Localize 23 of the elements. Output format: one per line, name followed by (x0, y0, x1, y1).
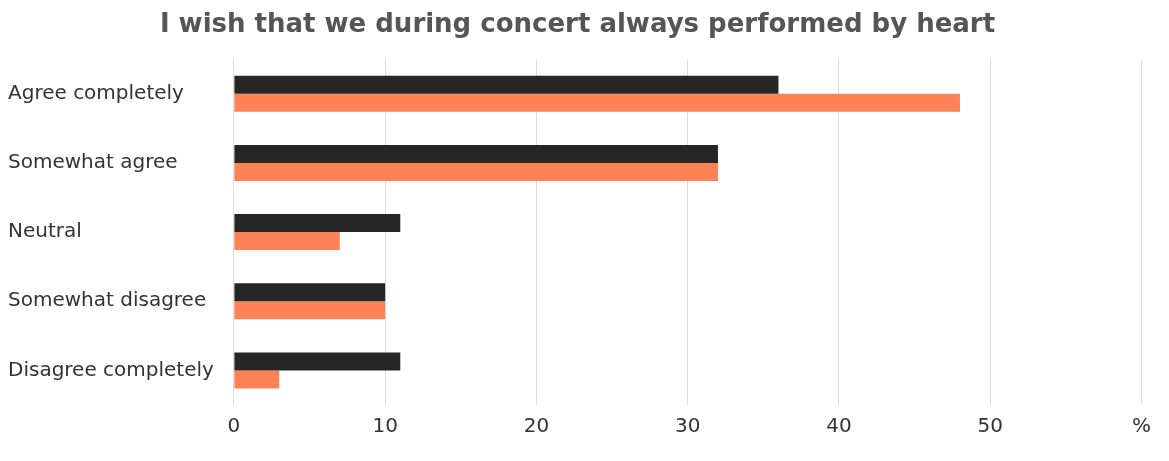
bar (234, 232, 340, 251)
bar (234, 93, 960, 112)
x-tick-label: 40 (826, 413, 852, 438)
x-tick-label: 20 (523, 413, 550, 438)
y-tick-label: Somewhat agree (8, 149, 178, 174)
bar (234, 370, 280, 389)
x-tick-label: 10 (372, 413, 398, 438)
bar (234, 75, 779, 94)
bar (234, 144, 718, 163)
x-tick-label: 30 (674, 413, 701, 438)
bar (234, 214, 401, 233)
bar (234, 352, 401, 371)
chart-title: I wish that we during concert always performed by heart (159, 8, 996, 39)
x-tick-label: 50 (977, 413, 1003, 438)
y-tick-label: Somewhat disagree (8, 287, 207, 312)
y-tick-label: Disagree completely (8, 356, 215, 381)
x-tick-label: % (1131, 413, 1152, 438)
y-tick-label: Agree completely (8, 79, 185, 104)
bar (234, 283, 386, 302)
x-tick-label: 0 (227, 413, 241, 438)
bar (234, 162, 718, 181)
bar (234, 301, 386, 320)
y-tick-label: Neutral (8, 218, 82, 243)
